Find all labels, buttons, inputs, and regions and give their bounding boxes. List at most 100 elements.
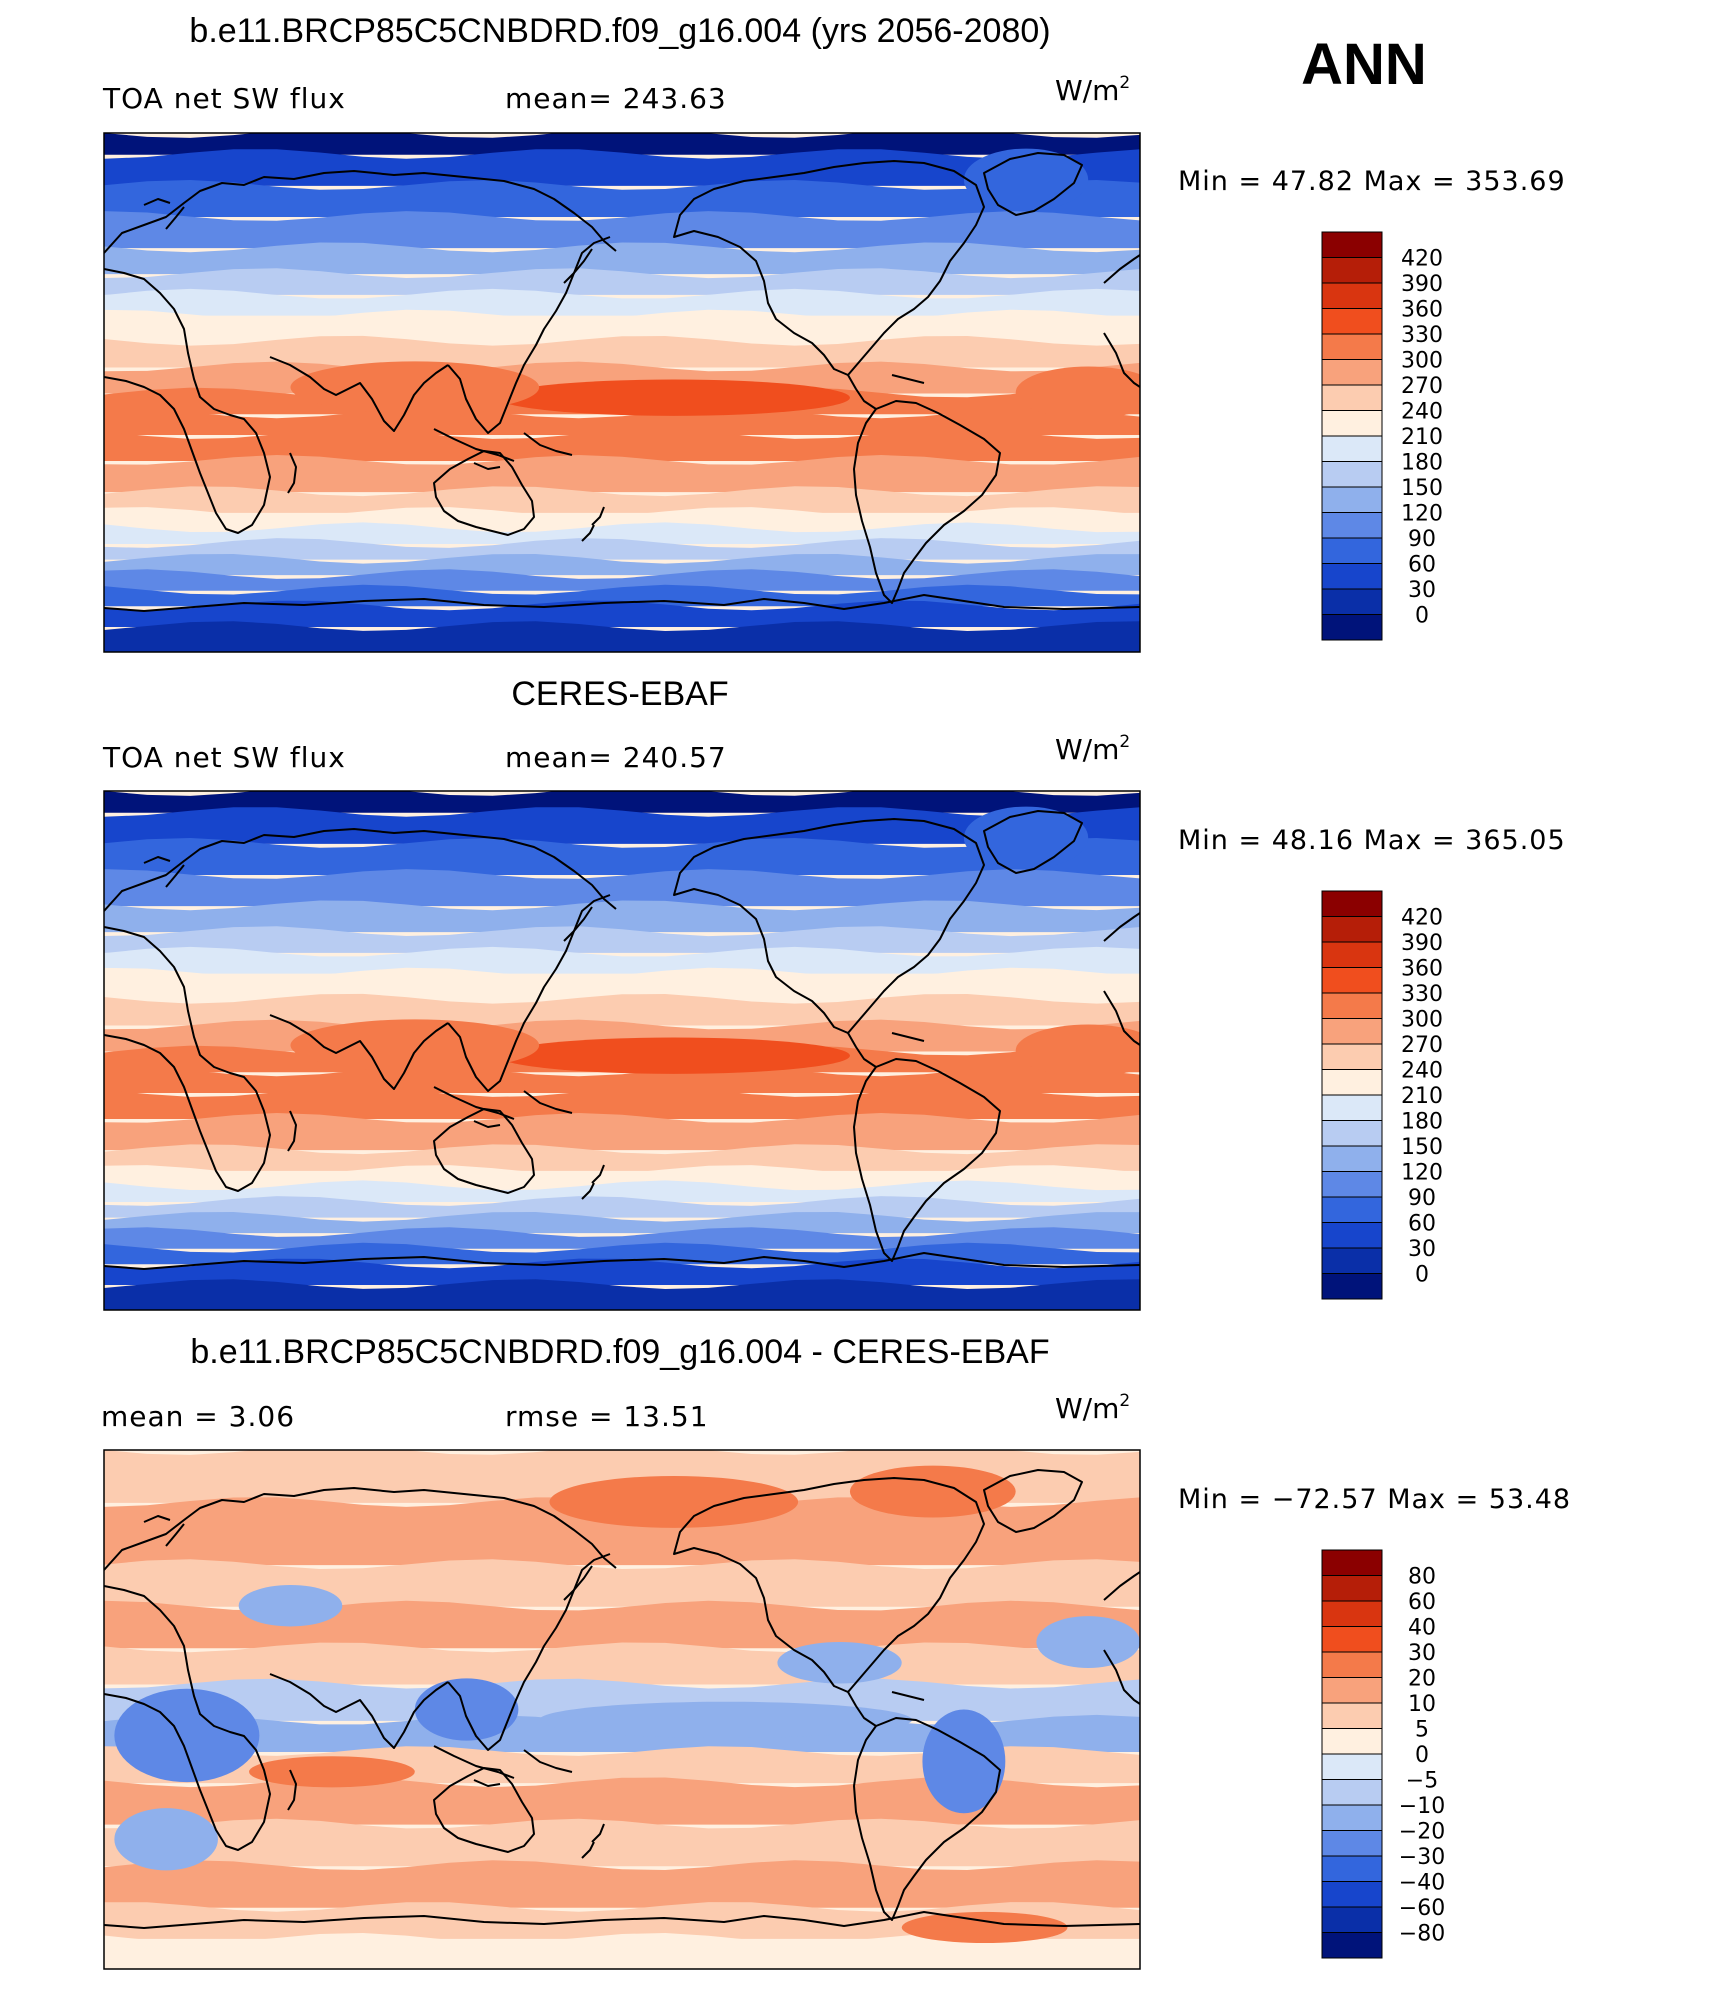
colorbar-tick-label: −30 xyxy=(1399,1845,1445,1870)
colorbar-swatch xyxy=(1321,384,1383,411)
colorbar-tick-label: 360 xyxy=(1401,957,1443,982)
colorbar-tick-label: 330 xyxy=(1401,323,1443,348)
mean-label: mean= 240.57 xyxy=(505,741,727,774)
colorbar-swatch xyxy=(1321,1677,1383,1704)
field-name-label: TOA net SW flux xyxy=(102,741,346,774)
colorbar-swatch xyxy=(1321,1222,1383,1249)
colorbar-tick-label: 330 xyxy=(1401,982,1443,1007)
colorbar-tick-label: 420 xyxy=(1401,247,1443,272)
colorbar-swatch xyxy=(1321,588,1383,615)
colorbar-swatch xyxy=(1321,614,1383,641)
colorbar-tick-label: −5 xyxy=(1406,1769,1438,1794)
panel-title: CERES-EBAF xyxy=(511,675,728,713)
colorbar-swatch xyxy=(1321,461,1383,488)
colorbar-tick-label: 40 xyxy=(1408,1616,1436,1641)
colorbar-tick-label: 360 xyxy=(1401,298,1443,323)
colorbar-swatch xyxy=(1321,537,1383,564)
colorbar-tick-label: 150 xyxy=(1401,476,1443,501)
colorbar-swatch xyxy=(1321,1932,1383,1959)
mean-label: mean = 3.06 xyxy=(101,1400,295,1433)
colorbar-swatch xyxy=(1321,1830,1383,1857)
colorbar-swatch xyxy=(1321,435,1383,462)
colorbar-swatch xyxy=(1321,1651,1383,1678)
panel-observations: CERES-EBAF TOA net SW flux mean= 240.57 … xyxy=(102,675,1566,1311)
map-frame xyxy=(103,1449,1141,1970)
colorbar-tick-label: 60 xyxy=(1408,1590,1436,1615)
map-area xyxy=(104,791,1140,1310)
colorbar-tick-label: 0 xyxy=(1415,1263,1429,1288)
colorbar-tick-label: 30 xyxy=(1408,1641,1436,1666)
mean-label: mean= 243.63 xyxy=(505,82,727,115)
colorbar-tick-label: 0 xyxy=(1415,604,1429,629)
colorbar-tick-label: −40 xyxy=(1399,1871,1445,1896)
colorbar-swatch xyxy=(1321,916,1383,943)
colorbar-tick-label: −60 xyxy=(1399,1896,1445,1921)
colorbar-swatch xyxy=(1321,1171,1383,1198)
colorbar-swatch xyxy=(1321,231,1383,258)
colorbar-swatch xyxy=(1321,282,1383,309)
colorbar-tick-label: 80 xyxy=(1408,1565,1436,1590)
colorbar-tick-label: 180 xyxy=(1401,451,1443,476)
colorbar-swatch xyxy=(1321,1043,1383,1070)
colorbar-tick-label: 20 xyxy=(1408,1667,1436,1692)
colorbar-swatch xyxy=(1321,1855,1383,1882)
colorbar-swatch xyxy=(1321,1728,1383,1755)
map-field xyxy=(104,133,1140,652)
colorbar-swatch xyxy=(1321,308,1383,335)
colorbar-swatch xyxy=(1321,410,1383,437)
colorbar-swatch xyxy=(1321,1273,1383,1300)
panel-difference: b.e11.BRCP85C5CNBDRD.f09_g16.004 - CERES… xyxy=(101,1333,1570,1970)
colorbar-tick-label: 420 xyxy=(1401,906,1443,931)
colorbar-swatch xyxy=(1321,563,1383,590)
colorbar-tick-label: 30 xyxy=(1408,578,1436,603)
colorbar-swatch xyxy=(1321,1120,1383,1147)
colorbar-tick-label: 390 xyxy=(1401,931,1443,956)
colorbar-swatch xyxy=(1321,992,1383,1019)
colorbar-tick-label: −80 xyxy=(1399,1922,1445,1947)
colorbar-swatch xyxy=(1321,941,1383,968)
colorbar-tick-label: 300 xyxy=(1401,349,1443,374)
colorbar-tick-label: 270 xyxy=(1401,1033,1443,1058)
colorbar-swatch xyxy=(1321,1702,1383,1729)
colorbar-tick-label: 150 xyxy=(1401,1135,1443,1160)
colorbar-tick-label: 5 xyxy=(1415,1718,1429,1743)
colorbar-tick-label: 90 xyxy=(1408,527,1436,552)
colorbar-tick-label: 30 xyxy=(1408,1237,1436,1262)
colorbar-tick-label: 90 xyxy=(1408,1186,1436,1211)
map-area xyxy=(104,133,1140,652)
colorbar-swatch xyxy=(1321,1018,1383,1045)
colorbar-tick-label: 240 xyxy=(1401,1059,1443,1084)
panel-title: b.e11.BRCP85C5CNBDRD.f09_g16.004 - CERES… xyxy=(190,1333,1049,1371)
colorbar-tick-label: 120 xyxy=(1401,502,1443,527)
colorbar-swatch xyxy=(1321,1575,1383,1602)
colorbar-tick-label: 60 xyxy=(1408,1212,1436,1237)
min-max-label: Min = 48.16 Max = 365.05 xyxy=(1178,825,1566,856)
colorbar-swatch xyxy=(1321,1247,1383,1274)
units-label: W/m2 xyxy=(1055,732,1130,766)
colorbar-swatch xyxy=(1321,1779,1383,1806)
colorbar-swatch xyxy=(1321,1600,1383,1627)
colorbar-swatch xyxy=(1321,1069,1383,1096)
field-name-label: TOA net SW flux xyxy=(102,82,346,115)
map-field xyxy=(104,791,1140,1310)
colorbar-swatch xyxy=(1321,512,1383,539)
rmse-label: rmse = 13.51 xyxy=(505,1400,709,1433)
map-area xyxy=(104,1450,1140,1969)
colorbar-swatch xyxy=(1321,486,1383,513)
colorbar-tick-label: −20 xyxy=(1399,1820,1445,1845)
colorbar-tick-label: 270 xyxy=(1401,374,1443,399)
colorbar-swatch xyxy=(1321,1626,1383,1653)
colorbar-swatch xyxy=(1321,359,1383,386)
min-max-label: Min = 47.82 Max = 353.69 xyxy=(1178,166,1566,197)
colorbar-swatch xyxy=(1321,1906,1383,1933)
map-field xyxy=(104,1450,1140,1969)
colorbar-tick-label: 180 xyxy=(1401,1110,1443,1135)
colorbar-tick-label: 210 xyxy=(1401,1084,1443,1109)
colorbar-tick-label: −10 xyxy=(1399,1794,1445,1819)
panel-model: b.e11.BRCP85C5CNBDRD.f09_g16.004 (yrs 20… xyxy=(102,12,1566,653)
colorbar-swatch xyxy=(1321,333,1383,360)
